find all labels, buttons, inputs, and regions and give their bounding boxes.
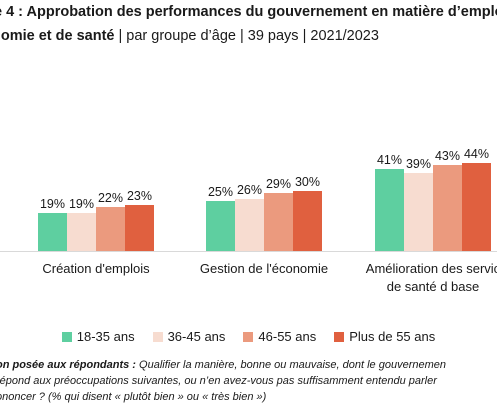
category-label: de santé d base xyxy=(387,279,480,294)
chart-subtitle: nomie et de santé | par groupe d’âge | 3… xyxy=(0,28,379,44)
question-note-text: Qualifier la manière, bonne ou mauvaise,… xyxy=(135,359,446,371)
legend: 18-35 ans 36-45 ans 46-55 ans Plus de 55… xyxy=(0,329,497,344)
legend-swatch xyxy=(243,331,254,342)
bar-amelioration-sante-series-1 xyxy=(375,169,404,251)
data-label: 44% xyxy=(464,147,489,161)
question-note-bold: on posée aux répondants : xyxy=(0,359,136,371)
data-label: 25% xyxy=(208,185,233,199)
legend-item-46-55: 46-55 ans xyxy=(243,329,316,344)
bar-creation-emplois-series-2 xyxy=(67,213,96,251)
data-label: 39% xyxy=(406,157,431,171)
legend-item-36-45: 36-45 ans xyxy=(152,329,226,344)
bar-amelioration-sante-series-3 xyxy=(433,165,462,251)
bar-gestion-economie-series-2 xyxy=(235,199,264,251)
data-label: 22% xyxy=(98,191,123,205)
legend-label: 36-45 ans xyxy=(167,329,226,344)
category-label: Amélioration des servic xyxy=(366,261,497,276)
legend-label: 46-55 ans xyxy=(258,329,317,344)
question-note-line2: répond aux préoccupations suivantes, ou … xyxy=(0,375,437,387)
legend-item-18-35: 18-35 ans xyxy=(61,329,135,344)
legend-swatch xyxy=(61,331,72,342)
bar-gestion-economie-series-1 xyxy=(206,201,235,251)
data-label: 23% xyxy=(127,189,152,203)
legend-label: Plus de 55 ans xyxy=(349,329,436,344)
bar-gestion-economie-series-4 xyxy=(293,191,322,251)
subtitle-bold: nomie et de santé xyxy=(0,28,115,44)
legend-label: 18-35 ans xyxy=(76,329,135,344)
legend-item-55-plus: Plus de 55 ans xyxy=(334,329,435,344)
bar-creation-emplois-series-1 xyxy=(38,213,67,251)
bar-creation-emplois-series-4 xyxy=(125,205,154,251)
legend-swatch xyxy=(334,331,345,342)
data-label: 29% xyxy=(266,177,291,191)
bar-creation-emplois-series-3 xyxy=(96,207,125,251)
subtitle-rest: | par groupe d’âge | 39 pays | 2021/2023 xyxy=(114,28,379,44)
category-label: Création d'emplois xyxy=(42,261,150,276)
data-label: 43% xyxy=(435,149,460,163)
data-label: 19% xyxy=(40,197,65,211)
bar-gestion-economie-series-3 xyxy=(264,193,293,251)
data-label: 41% xyxy=(377,153,402,167)
data-label: 30% xyxy=(295,175,320,189)
category-label: Gestion de l'économie xyxy=(200,261,328,276)
bar-amelioration-sante-series-4 xyxy=(462,163,491,251)
data-label: 19% xyxy=(69,197,94,211)
legend-swatch xyxy=(152,331,163,342)
question-note-line3: ononcer ? (% qui disent « plutôt bien » … xyxy=(0,391,267,403)
chart-title: e 4 : Approbation des performances du go… xyxy=(0,4,497,20)
data-label: 26% xyxy=(237,183,262,197)
bar-amelioration-sante-series-2 xyxy=(404,173,433,251)
question-note-line1: on posée aux répondants : Qualifier la m… xyxy=(0,359,446,371)
